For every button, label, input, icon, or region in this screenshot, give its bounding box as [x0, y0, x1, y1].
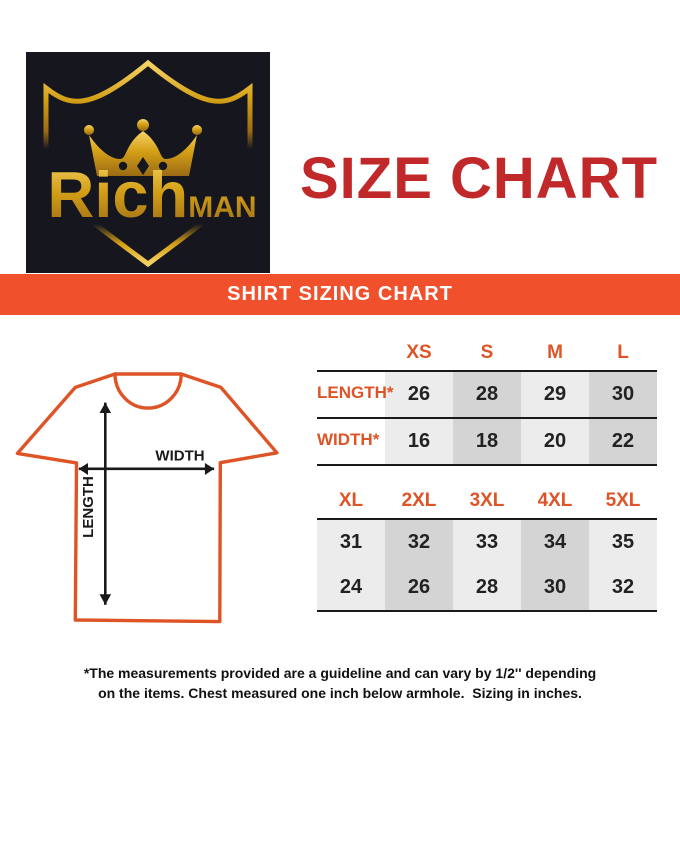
svg-text:RichMAN: RichMAN	[47, 158, 256, 231]
svg-text:WIDTH: WIDTH	[155, 448, 204, 465]
svg-text:LENGTH: LENGTH	[80, 476, 97, 538]
